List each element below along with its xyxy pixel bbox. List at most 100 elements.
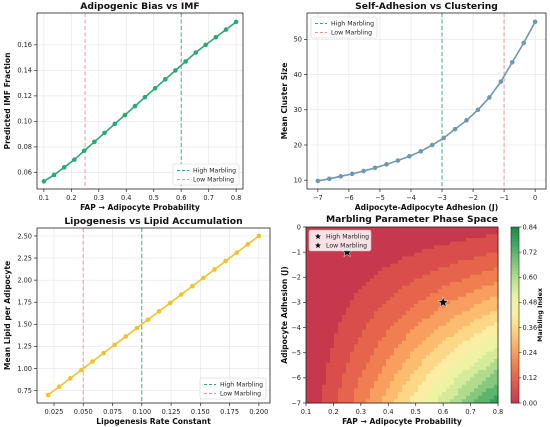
heatmap-cell xyxy=(398,267,403,272)
heatmap-cell xyxy=(366,359,371,364)
heatmap-cell xyxy=(378,293,383,298)
heatmap-cell xyxy=(402,362,407,367)
heatmap-cell xyxy=(490,271,495,276)
heatmap-cell xyxy=(346,311,351,316)
heatmap-cell xyxy=(430,326,435,331)
heatmap-cell xyxy=(422,249,427,254)
heatmap-cell xyxy=(466,304,471,309)
heatmap-cell xyxy=(382,282,387,287)
heatmap-cell xyxy=(406,238,411,243)
heatmap-cell xyxy=(310,296,315,301)
heatmap-cell xyxy=(466,322,471,327)
heatmap-cell xyxy=(366,355,371,360)
heatmap-cell xyxy=(366,293,371,298)
heatmap-cell xyxy=(422,260,427,265)
colorbar-segment xyxy=(511,282,519,287)
heatmap-cell xyxy=(470,238,475,243)
heatmap-cell xyxy=(334,340,339,345)
colorbar-segment xyxy=(511,294,519,298)
heatmap-cell xyxy=(450,256,455,261)
heatmap-cell xyxy=(474,377,479,382)
heatmap-cell xyxy=(446,340,451,345)
heatmap-cell xyxy=(466,227,471,232)
heatmap-cell xyxy=(438,293,443,298)
heatmap-cell xyxy=(494,370,499,375)
heatmap-cell xyxy=(382,234,387,239)
heatmap-cell xyxy=(350,381,355,386)
heatmap-cell xyxy=(318,333,323,338)
heatmap-cell xyxy=(422,355,427,360)
heatmap-cell xyxy=(470,348,475,353)
heatmap-cell xyxy=(394,249,399,254)
heatmap-cell xyxy=(478,238,483,243)
heatmap-cell xyxy=(426,399,431,404)
heatmap-cell xyxy=(394,337,399,342)
heatmap-cell xyxy=(418,326,423,331)
heatmap-cell xyxy=(338,362,343,367)
heatmap-cell xyxy=(370,260,375,265)
heatmap-cell xyxy=(326,388,331,393)
heatmap-cell xyxy=(306,289,311,294)
colorbar-segment xyxy=(511,388,519,392)
heatmap-cell xyxy=(410,300,415,305)
heatmap-cell xyxy=(322,267,327,272)
heatmap-cell xyxy=(494,329,499,334)
heatmap-cell xyxy=(346,399,351,404)
heatmap-cell xyxy=(450,359,455,364)
heatmap-cell xyxy=(350,263,355,268)
heatmap-cell xyxy=(398,344,403,349)
heatmap-cell xyxy=(374,370,379,375)
heatmap-cell xyxy=(370,293,375,298)
legend-label: High Marbling xyxy=(193,168,236,175)
legend-star xyxy=(313,231,323,241)
heatmap-cell xyxy=(330,399,335,404)
heatmap-cell xyxy=(486,278,491,283)
heatmap-cell xyxy=(446,333,451,338)
heatmap-cell xyxy=(426,300,431,305)
heatmap-cell xyxy=(446,245,451,250)
heatmap-cell xyxy=(466,245,471,250)
heatmap-cell xyxy=(382,333,387,338)
heatmap-cell xyxy=(350,348,355,353)
heatmap-cell xyxy=(398,392,403,397)
heatmap-cell xyxy=(366,366,371,371)
heatmap-cell xyxy=(398,300,403,305)
heatmap-cell xyxy=(406,307,411,312)
heatmap-cell xyxy=(382,392,387,397)
heatmap-cell xyxy=(326,318,331,323)
heatmap-cell xyxy=(378,384,383,389)
x-tick-label: −5 xyxy=(375,194,385,202)
heatmap-cell xyxy=(434,289,439,294)
heatmap-cell xyxy=(410,252,415,257)
heatmap-cell xyxy=(310,337,315,342)
heatmap-cell xyxy=(430,362,435,367)
heatmap-cell xyxy=(322,260,327,265)
x-axis-label: Lipogenesis Rate Constant xyxy=(96,417,211,426)
heatmap-cell xyxy=(414,307,419,312)
heatmap-cell xyxy=(386,373,391,378)
heatmap-cell xyxy=(342,260,347,265)
y-tick-label: 1.50 xyxy=(17,321,32,329)
heatmap-cell xyxy=(314,293,319,298)
heatmap-cell xyxy=(370,238,375,243)
heatmap-cell xyxy=(334,370,339,375)
heatmap-cell xyxy=(462,344,467,349)
heatmap-cell xyxy=(390,256,395,261)
heatmap-cell xyxy=(458,274,463,279)
heatmap-cell xyxy=(434,234,439,239)
heatmap-cell xyxy=(454,348,459,353)
heatmap-cell xyxy=(370,252,375,257)
heatmap-cell xyxy=(458,359,463,364)
heatmap-cell xyxy=(314,337,319,342)
heatmap-cell xyxy=(378,234,383,239)
heatmap-cell xyxy=(382,263,387,268)
heatmap-cell xyxy=(394,241,399,246)
heatmap-cell xyxy=(462,230,467,235)
heatmap-cell xyxy=(422,373,427,378)
heatmap-cell xyxy=(338,340,343,345)
heatmap-cell xyxy=(314,318,319,323)
heatmap-cell xyxy=(314,296,319,301)
heatmap-cell xyxy=(490,373,495,378)
heatmap-cell xyxy=(326,370,331,375)
heatmap-cell xyxy=(402,267,407,272)
